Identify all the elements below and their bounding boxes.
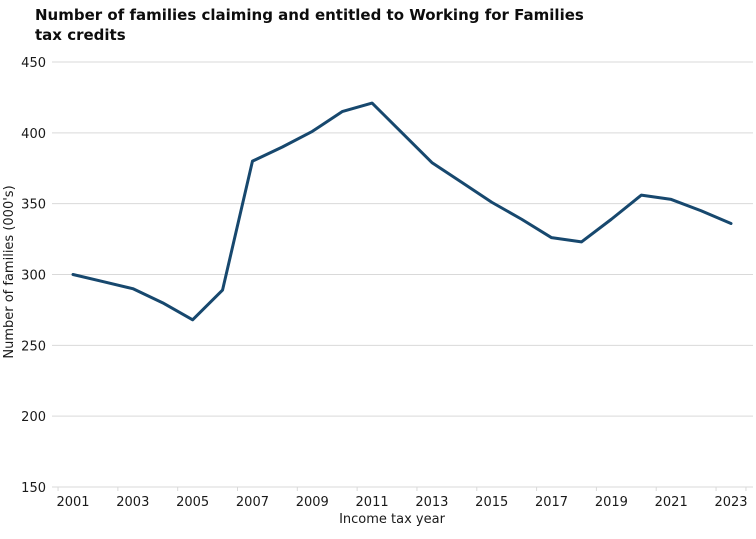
x-tick-label-2019: 2019 xyxy=(595,495,628,510)
x-axis-title: Income tax year xyxy=(339,512,446,527)
y-tick-label-350: 350 xyxy=(21,198,46,213)
axis-labels-group: 450 400 350 300 250 200 150 2001 2003 2005 2007 200… xyxy=(21,56,747,510)
data-series-group xyxy=(71,101,733,322)
chart-title-line-2: tax credits xyxy=(35,26,126,45)
x-tick-label-2021: 2021 xyxy=(655,495,688,510)
x-tick-label-2001: 2001 xyxy=(56,495,89,510)
data-line-number-of-families-(000's) xyxy=(71,101,733,322)
x-tick-label-2023: 2023 xyxy=(714,495,747,510)
chart-title-line-1: Number of families claiming and entitled… xyxy=(35,6,584,24)
chart-title: Number of families claiming and entitled… xyxy=(35,5,584,46)
x-tick-label-2009: 2009 xyxy=(296,495,329,510)
x-tick-label-2011: 2011 xyxy=(356,495,389,510)
y-tick-label-250: 250 xyxy=(21,339,46,354)
x-tick-label-2017: 2017 xyxy=(535,495,568,510)
gridlines-group xyxy=(52,61,753,488)
y-tick-label-200: 200 xyxy=(21,410,46,425)
axis-ticks-group xyxy=(57,487,747,491)
y-tick-label-150: 150 xyxy=(21,481,46,496)
x-tick-label-2015: 2015 xyxy=(475,495,508,510)
y-tick-label-400: 400 xyxy=(21,127,46,142)
y-tick-label-450: 450 xyxy=(21,56,46,71)
x-tick-label-2003: 2003 xyxy=(116,495,149,510)
x-tick-label-2005: 2005 xyxy=(176,495,209,510)
x-tick-label-2007: 2007 xyxy=(236,495,269,510)
y-tick-label-300: 300 xyxy=(21,269,46,284)
y-axis-title: Number of families (000's) xyxy=(2,185,17,358)
x-tick-label-2013: 2013 xyxy=(415,495,448,510)
